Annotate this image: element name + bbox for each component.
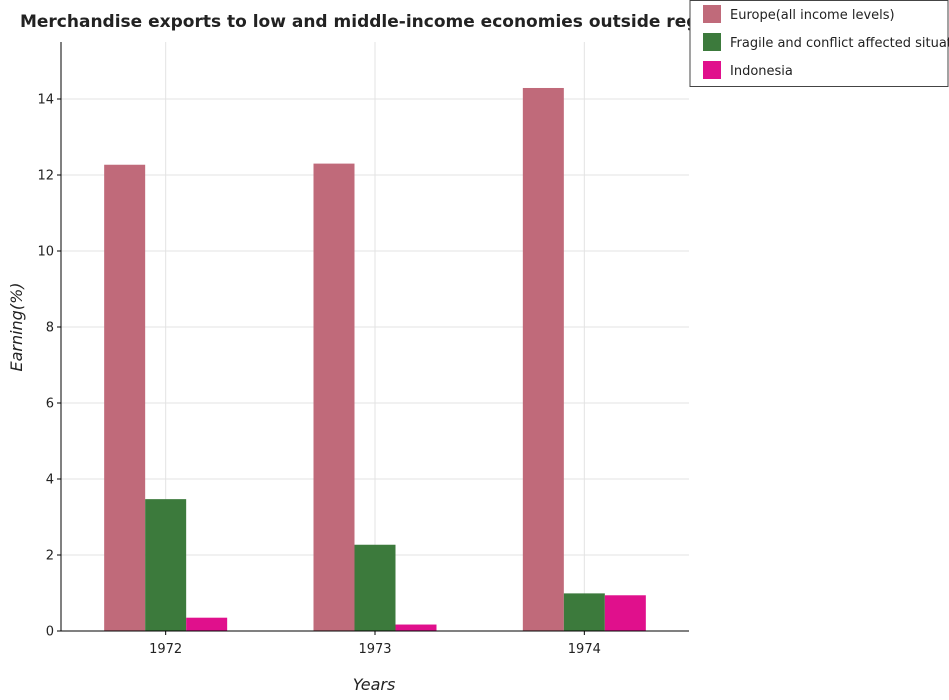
bar-indonesia-1973 [395, 624, 437, 631]
bar-indonesia-1972 [186, 617, 228, 631]
y-axis-label: Earning(%) [7, 282, 26, 371]
bars [104, 87, 646, 632]
bar-fragile-and-conflict-affected-situations-1973 [354, 544, 396, 631]
chart-title: Merchandise exports to low and middle-in… [20, 12, 728, 32]
axes: 0 2 4 6 8 10 12 14 1972 1973 1974 [37, 42, 689, 657]
y-tick-label: 14 [37, 93, 54, 108]
y-tick-label: 12 [37, 169, 54, 184]
y-tick-label: 2 [46, 549, 54, 564]
y-tick-label: 8 [46, 321, 54, 336]
bar-fragile-and-conflict-affected-situations-1974 [563, 593, 605, 631]
bar-europe-all-income-levels-1973 [313, 163, 355, 631]
legend-swatch [703, 33, 721, 51]
legend-box [689, 0, 949, 87]
x-tick-label: 1973 [358, 642, 391, 657]
legend-label: Europe(all income levels) [730, 8, 895, 23]
bar-indonesia-1974 [604, 595, 646, 631]
x-tick-label: 1974 [568, 642, 601, 657]
x-axis-label: Years [353, 675, 396, 694]
y-tick-label: 10 [37, 245, 54, 260]
legend-label: Fragile and conflict affected situations [730, 36, 949, 51]
bar-fragile-and-conflict-affected-situations-1972 [145, 499, 187, 631]
x-tick-label: 1972 [149, 642, 182, 657]
y-tick-label: 4 [46, 473, 54, 488]
legend-swatch [703, 5, 721, 23]
bar-europe-all-income-levels-1972 [104, 164, 146, 632]
legend: Europe(all income levels) Fragile and con… [689, 0, 949, 87]
y-tick-label: 0 [46, 625, 54, 640]
legend-label: Indonesia [730, 64, 793, 79]
y-tick-label: 6 [46, 397, 54, 412]
legend-swatch [703, 61, 721, 79]
bar-europe-all-income-levels-1974 [522, 87, 564, 632]
